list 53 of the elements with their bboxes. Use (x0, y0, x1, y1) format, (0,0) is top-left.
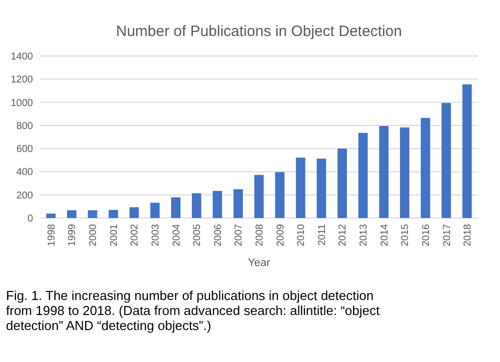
bar (129, 207, 139, 218)
x-tick-label: 2007 (234, 224, 245, 246)
bar (442, 102, 451, 218)
bar (316, 158, 326, 218)
bar (46, 214, 56, 218)
x-tick-label: 2001 (108, 224, 120, 246)
x-tick-label: 2010 (296, 224, 308, 246)
x-tick-label: 2017 (442, 224, 453, 246)
bar (150, 202, 160, 218)
bar (254, 174, 264, 218)
x-tick-label: 2000 (88, 224, 100, 246)
bar (234, 189, 243, 218)
chart-title: Number of Publications in Object Detection (116, 23, 402, 40)
bar (171, 197, 180, 218)
y-tick-label: 400 (16, 167, 34, 178)
x-tick-label: 2015 (400, 224, 412, 246)
x-tick-label: 2016 (420, 224, 432, 246)
x-tick-label: 2013 (358, 224, 370, 246)
x-tick-label: 1998 (46, 224, 58, 246)
x-tick-label: 2006 (212, 224, 224, 246)
x-tick-label: 2011 (316, 224, 328, 246)
x-tick-label: 2018 (462, 224, 474, 246)
bar (212, 190, 222, 218)
bar (88, 210, 98, 218)
x-tick-label: 2008 (254, 224, 266, 246)
y-tick-label: 800 (16, 120, 34, 132)
x-tick-label: 1999 (67, 224, 78, 246)
x-tick-label: 2014 (379, 224, 390, 246)
y-tick-label: 200 (16, 190, 34, 202)
x-tick-label: 2002 (130, 224, 141, 246)
y-tick-label: 1000 (10, 98, 34, 109)
bar (400, 127, 410, 218)
bar (67, 210, 76, 218)
bar (462, 84, 472, 218)
x-tick-label: 2012 (338, 224, 349, 246)
x-tick-label: 2005 (192, 224, 204, 246)
bar (338, 148, 347, 218)
bar (420, 118, 430, 218)
bar (358, 132, 368, 218)
bar (296, 158, 306, 218)
x-tick-label: 2009 (275, 224, 286, 246)
caption: Fig. 1. The increasing number of publications in object detection from 1998 to 2018. (Data from advanced search: allintitle: “object detection” AND “detecting objects”.) (6, 288, 380, 333)
x-axis-title: Year (248, 257, 270, 269)
y-tick-label: 600 (16, 144, 34, 156)
x-tick-label: 2004 (171, 224, 182, 246)
x-tick-label: 2003 (150, 224, 162, 246)
y-tick-label: 1400 (10, 52, 34, 62)
y-tick-label: 0 (27, 214, 34, 224)
y-tick-label: 1200 (10, 74, 34, 86)
bar (192, 193, 202, 218)
bar (379, 126, 389, 218)
bar (108, 210, 118, 218)
bar (275, 172, 284, 218)
